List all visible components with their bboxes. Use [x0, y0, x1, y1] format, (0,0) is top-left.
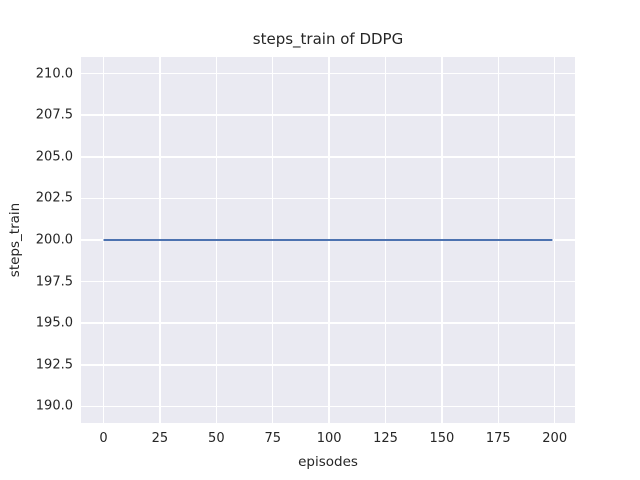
y-gridline	[81, 322, 575, 324]
series-layer	[103, 239, 553, 241]
y-tick-label: 195.0	[35, 315, 73, 331]
y-gridline	[81, 280, 575, 283]
y-tick-label: 190.0	[35, 398, 73, 414]
x-axis-label: episodes	[298, 454, 358, 470]
x-tick-label: 0	[99, 431, 108, 446]
x-tick-label: 150	[429, 431, 455, 446]
y-gridline	[81, 156, 575, 158]
y-tick-label: 192.5	[35, 357, 73, 373]
y-tick-label: 200.0	[35, 232, 73, 248]
plot-area	[81, 57, 575, 423]
y-tick-label: 197.5	[35, 274, 73, 290]
y-gridline	[81, 405, 575, 408]
y-tick-label: 205.0	[35, 149, 73, 165]
chart-title: steps_train of DDPG	[252, 30, 404, 48]
x-tick-label: 175	[485, 431, 511, 446]
x-tick-label: 125	[373, 431, 398, 446]
x-tick-label: 200	[542, 431, 568, 446]
x-gridline	[102, 57, 105, 423]
x-tick-label: 75	[264, 431, 282, 446]
x-tick-label: 100	[316, 431, 342, 446]
y-gridline	[81, 114, 575, 116]
y-tick-label: 210.0	[35, 66, 73, 82]
x-gridline	[553, 57, 556, 423]
x-tick-label: 50	[208, 431, 225, 446]
y-gridline	[81, 72, 575, 75]
y-gridline	[81, 364, 575, 366]
x-tick-label: 25	[151, 431, 169, 446]
y-tick-label: 202.5	[35, 190, 73, 206]
y-gridline	[81, 197, 575, 200]
y-tick-label: 207.5	[35, 107, 73, 123]
